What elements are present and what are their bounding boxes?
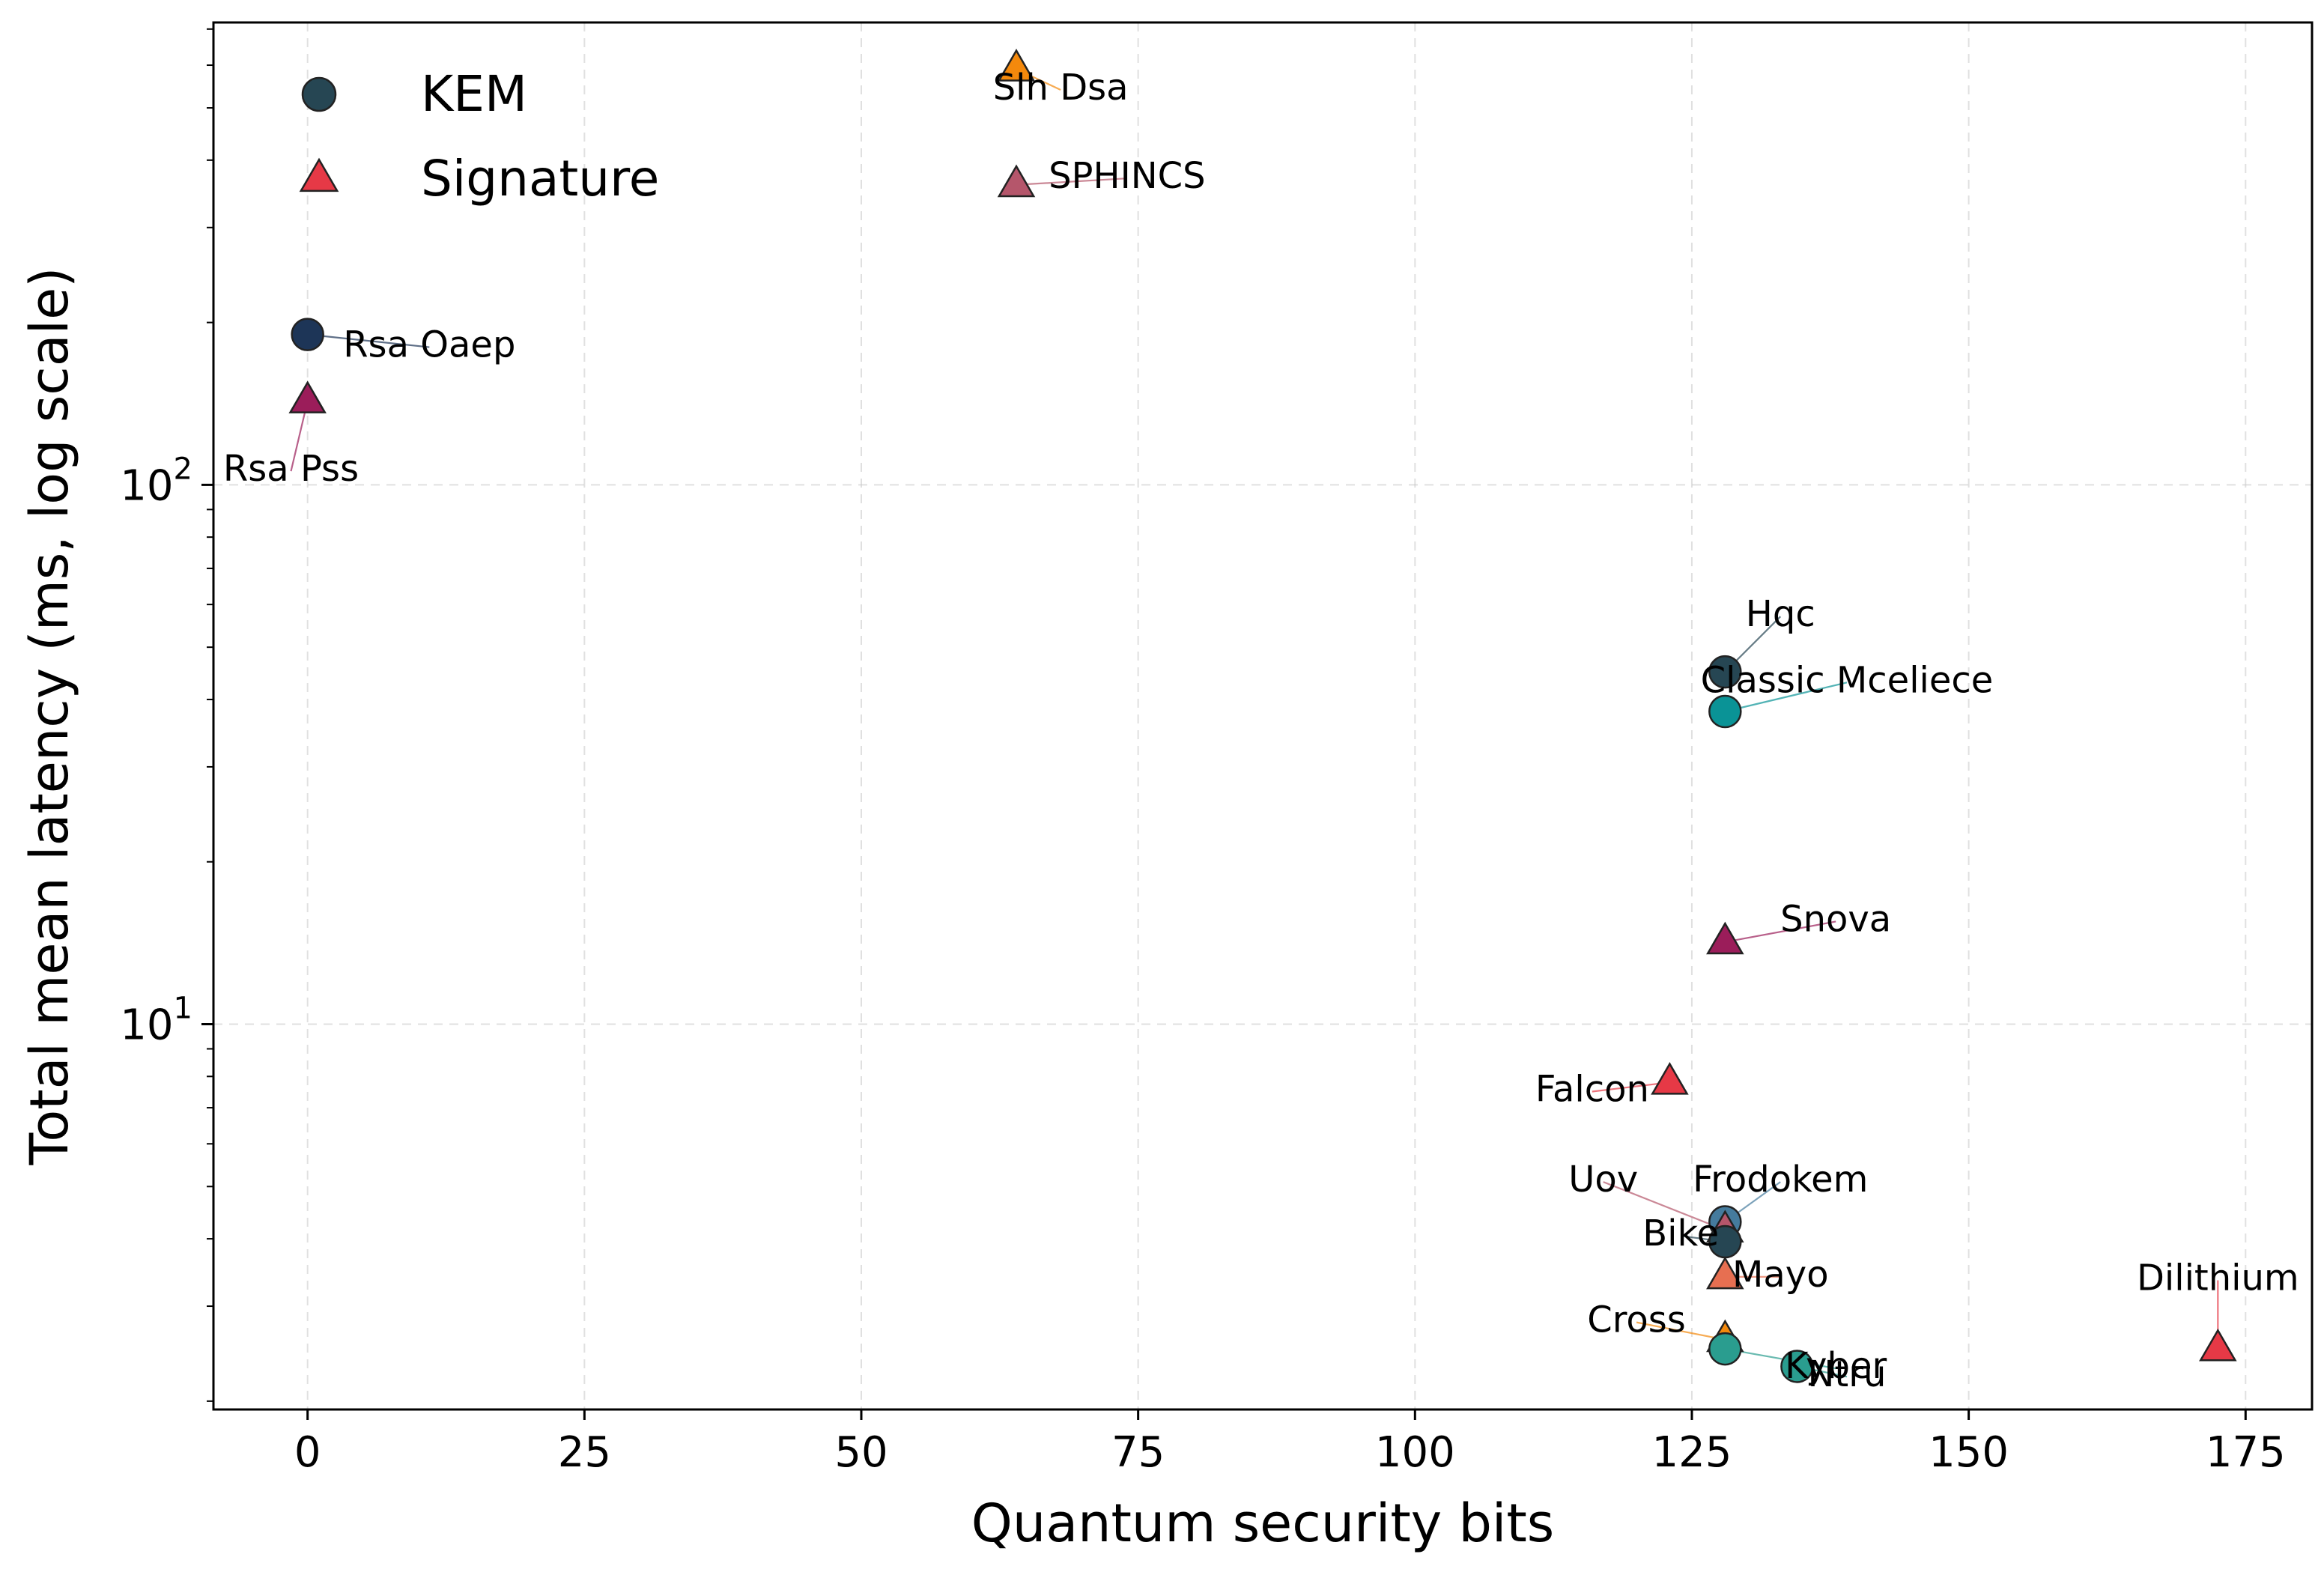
- y-tick-label: 102: [120, 452, 192, 510]
- leader-line: [1636, 1321, 1726, 1341]
- leader-line: [1725, 1347, 1836, 1370]
- y-tick-exponent: 2: [174, 452, 192, 486]
- point-label: SPHINCS: [1049, 155, 1206, 197]
- point-label: Hqc: [1746, 593, 1815, 635]
- y-axis-label: Total mean latency (ms, log scale): [19, 267, 80, 1166]
- legend-marker: [301, 76, 337, 112]
- legend-label: KEM: [421, 65, 527, 123]
- y-tick-base: 10: [120, 461, 173, 510]
- point-label: Rsa Oaep: [343, 324, 515, 366]
- point-label: Falcon: [1535, 1068, 1649, 1110]
- data-point: [291, 318, 324, 351]
- x-tick-label: 75: [1111, 1428, 1165, 1477]
- point-label: Ntru: [1808, 1353, 1887, 1395]
- x-tick-label: 100: [1375, 1428, 1455, 1477]
- y-tick-label: 101: [120, 992, 192, 1050]
- x-tick-label: 0: [294, 1428, 321, 1477]
- point-label: Classic Mceliece: [1701, 659, 1994, 701]
- leader-line: [1725, 920, 1836, 943]
- point-label: Dilithium: [2137, 1257, 2299, 1299]
- point-labels: Slh Dsa SPHINCS Rsa Oaep Rsa Pss Hqc Classic …: [223, 67, 2299, 1395]
- data-point: [997, 49, 1036, 82]
- data-point: [1708, 694, 1742, 729]
- leader-line: [1725, 682, 1848, 713]
- legend-label: Signature: [421, 150, 659, 207]
- data-points: [288, 49, 2237, 1383]
- x-tick-label: 50: [834, 1428, 888, 1477]
- leader-line: [1603, 1181, 1726, 1231]
- point-label: Rsa Pss: [223, 448, 359, 490]
- plot-frame: [212, 21, 2314, 1411]
- legend: KEM Signature: [299, 65, 659, 207]
- x-tick-label: 175: [2206, 1428, 2286, 1477]
- x-tick-label: 150: [1929, 1428, 2009, 1477]
- data-point: [1708, 655, 1742, 689]
- data-point: [1706, 1256, 1744, 1290]
- point-label: Slh Dsa: [993, 67, 1129, 109]
- point-label: Uov: [1568, 1159, 1638, 1201]
- legend-item: Signature: [299, 150, 659, 207]
- leader-line: [1592, 1081, 1670, 1093]
- point-label: Snova: [1780, 898, 1891, 940]
- x-tick-label: 125: [1652, 1428, 1732, 1477]
- point-label: Kyber: [1785, 1345, 1887, 1387]
- data-point: [997, 164, 1036, 198]
- data-point: [1651, 1061, 1689, 1095]
- y-tick-exponent: 1: [174, 992, 192, 1026]
- data-point: [288, 380, 327, 413]
- y-tick-base: 10: [120, 1001, 173, 1050]
- point-label: Frodokem: [1693, 1159, 1868, 1201]
- x-axis-label: Quantum security bits: [971, 1493, 1555, 1554]
- leader-line: [1016, 177, 1127, 186]
- data-point: [1780, 1350, 1814, 1383]
- grid: [213, 22, 2312, 1409]
- data-point: [1708, 1332, 1742, 1366]
- leader-line: [307, 333, 430, 348]
- point-label: Cross: [1587, 1299, 1686, 1341]
- legend-item: KEM: [301, 65, 527, 123]
- point-label: Bike: [1642, 1213, 1719, 1254]
- data-point: [2199, 1328, 2237, 1362]
- leader-lines: [290, 68, 2219, 1378]
- point-label: Mayo: [1732, 1254, 1829, 1296]
- legend-marker: [299, 157, 339, 192]
- x-tick-label: 25: [558, 1428, 611, 1477]
- data-point: [1706, 921, 1744, 955]
